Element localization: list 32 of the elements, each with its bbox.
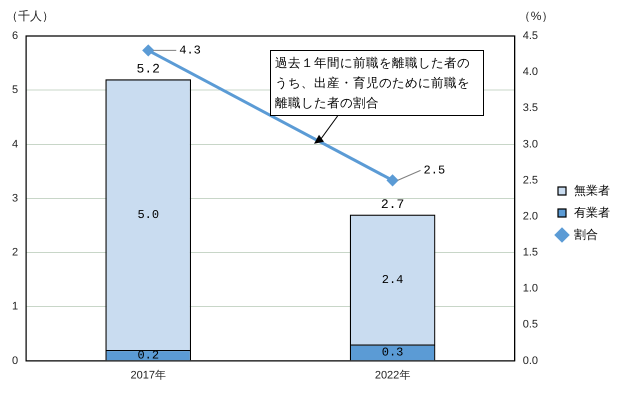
y-tick-label: 6: [12, 30, 18, 42]
y-tick-label: 2: [12, 246, 18, 259]
data-label: 5.0: [137, 208, 160, 222]
y2-tick-label: 3.5: [522, 102, 538, 114]
data-label: 2.4: [382, 272, 404, 287]
y-tick-label: 0: [12, 354, 18, 367]
legend-label: 無業者: [574, 183, 610, 198]
x-tick-label: 2017年: [130, 369, 166, 382]
y2-tick-label: 0.5: [522, 318, 538, 331]
y2-tick-label: 3.0: [522, 138, 538, 150]
legend-label: 有業者: [574, 205, 610, 220]
y-tick-label: 1: [12, 300, 18, 313]
total-label: 2.7: [380, 197, 404, 212]
y2-tick-label: 0.0: [522, 354, 538, 367]
data-label: 0.3: [382, 346, 404, 360]
total-label: 5.2: [136, 62, 160, 77]
y-tick-label: 3: [12, 192, 18, 204]
y-tick-label: 5: [12, 84, 18, 96]
annotation: 過去１年間に前職を離職した者のうち、出産・育児のために前職を離職した者の割合: [270, 50, 484, 116]
data-label: 2.5: [424, 164, 446, 178]
y2-tick-label: 2.5: [522, 174, 538, 186]
y2-tick-label: 4.0: [522, 66, 538, 78]
y-axis-title: （千人）: [6, 8, 54, 25]
y2-axis-title: （%）: [518, 8, 554, 25]
y-tick-label: 4: [12, 138, 18, 150]
data-label: 4.3: [179, 44, 201, 58]
legend-label: 割合: [574, 227, 598, 242]
y2-tick-label: 1.5: [522, 246, 538, 259]
y2-tick-label: 4.5: [522, 30, 538, 42]
y2-tick-label: 1.0: [522, 282, 538, 295]
y2-tick-label: 2.0: [522, 210, 538, 222]
x-tick-label: 2022年: [374, 369, 410, 382]
